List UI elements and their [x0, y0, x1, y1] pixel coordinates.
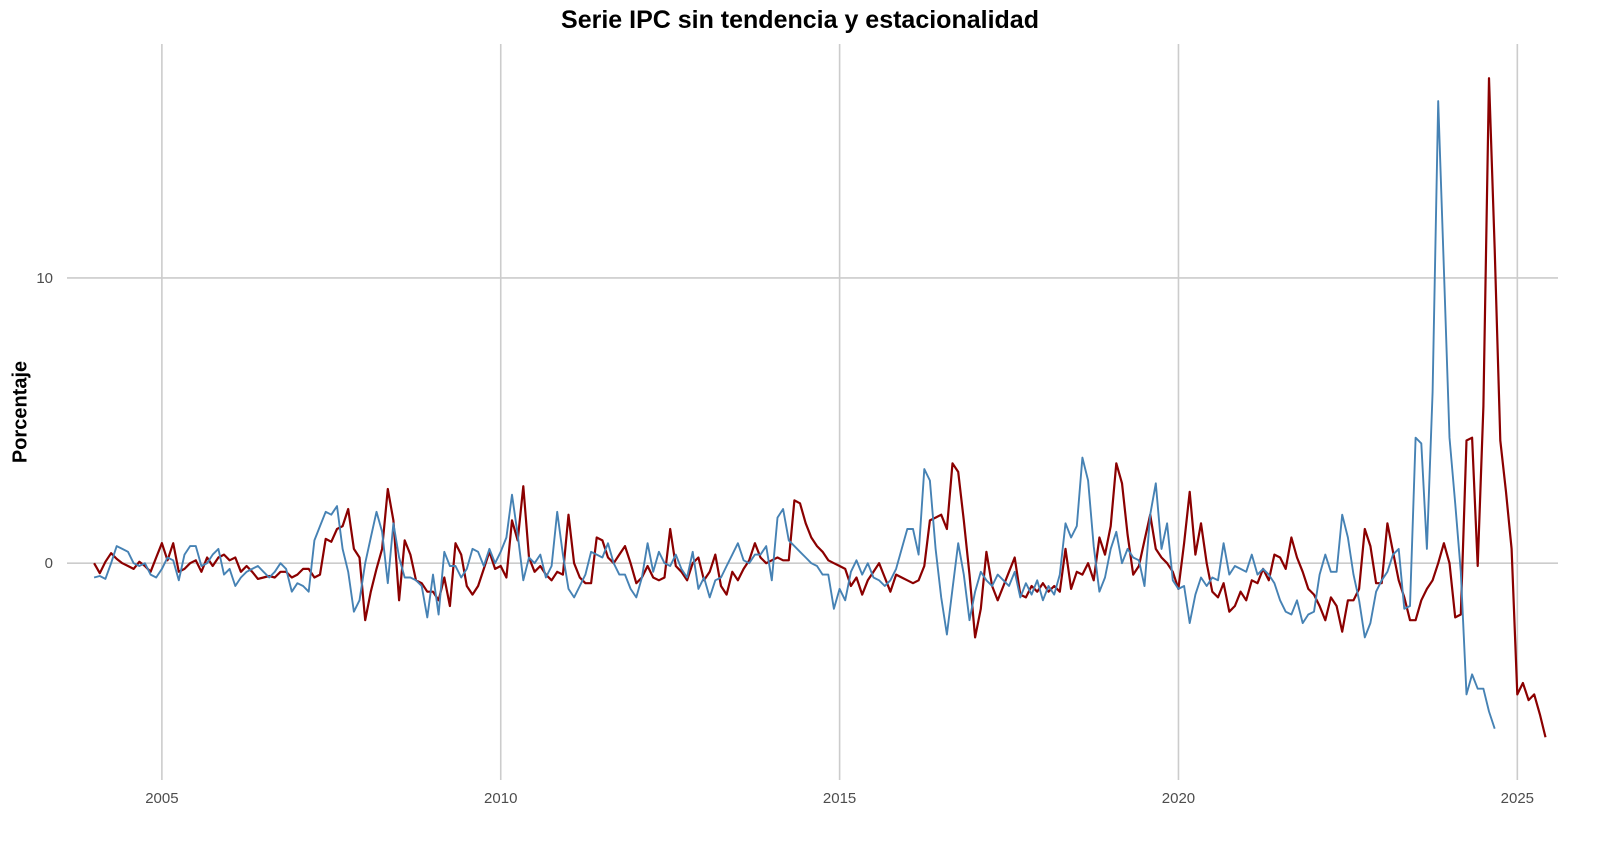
- x-tick-label: 2025: [1501, 790, 1534, 807]
- series-line-2: [93, 100, 1496, 729]
- x-tick-label: 2005: [145, 790, 178, 807]
- grid-layer: [67, 44, 1558, 780]
- y-tick-label: 0: [45, 555, 53, 572]
- x-tick-label: 2015: [823, 790, 856, 807]
- series-line-1: [93, 77, 1547, 738]
- y-tick-label: 10: [36, 270, 53, 287]
- chart-title: Serie IPC sin tendencia y estacionalidad: [561, 6, 1039, 34]
- series-layer: [93, 77, 1547, 738]
- tick-layer: 2005 2010 2015 2020 2025 0 10: [36, 270, 1534, 807]
- x-tick-label: 2010: [484, 790, 517, 807]
- x-tick-label: 2020: [1162, 790, 1195, 807]
